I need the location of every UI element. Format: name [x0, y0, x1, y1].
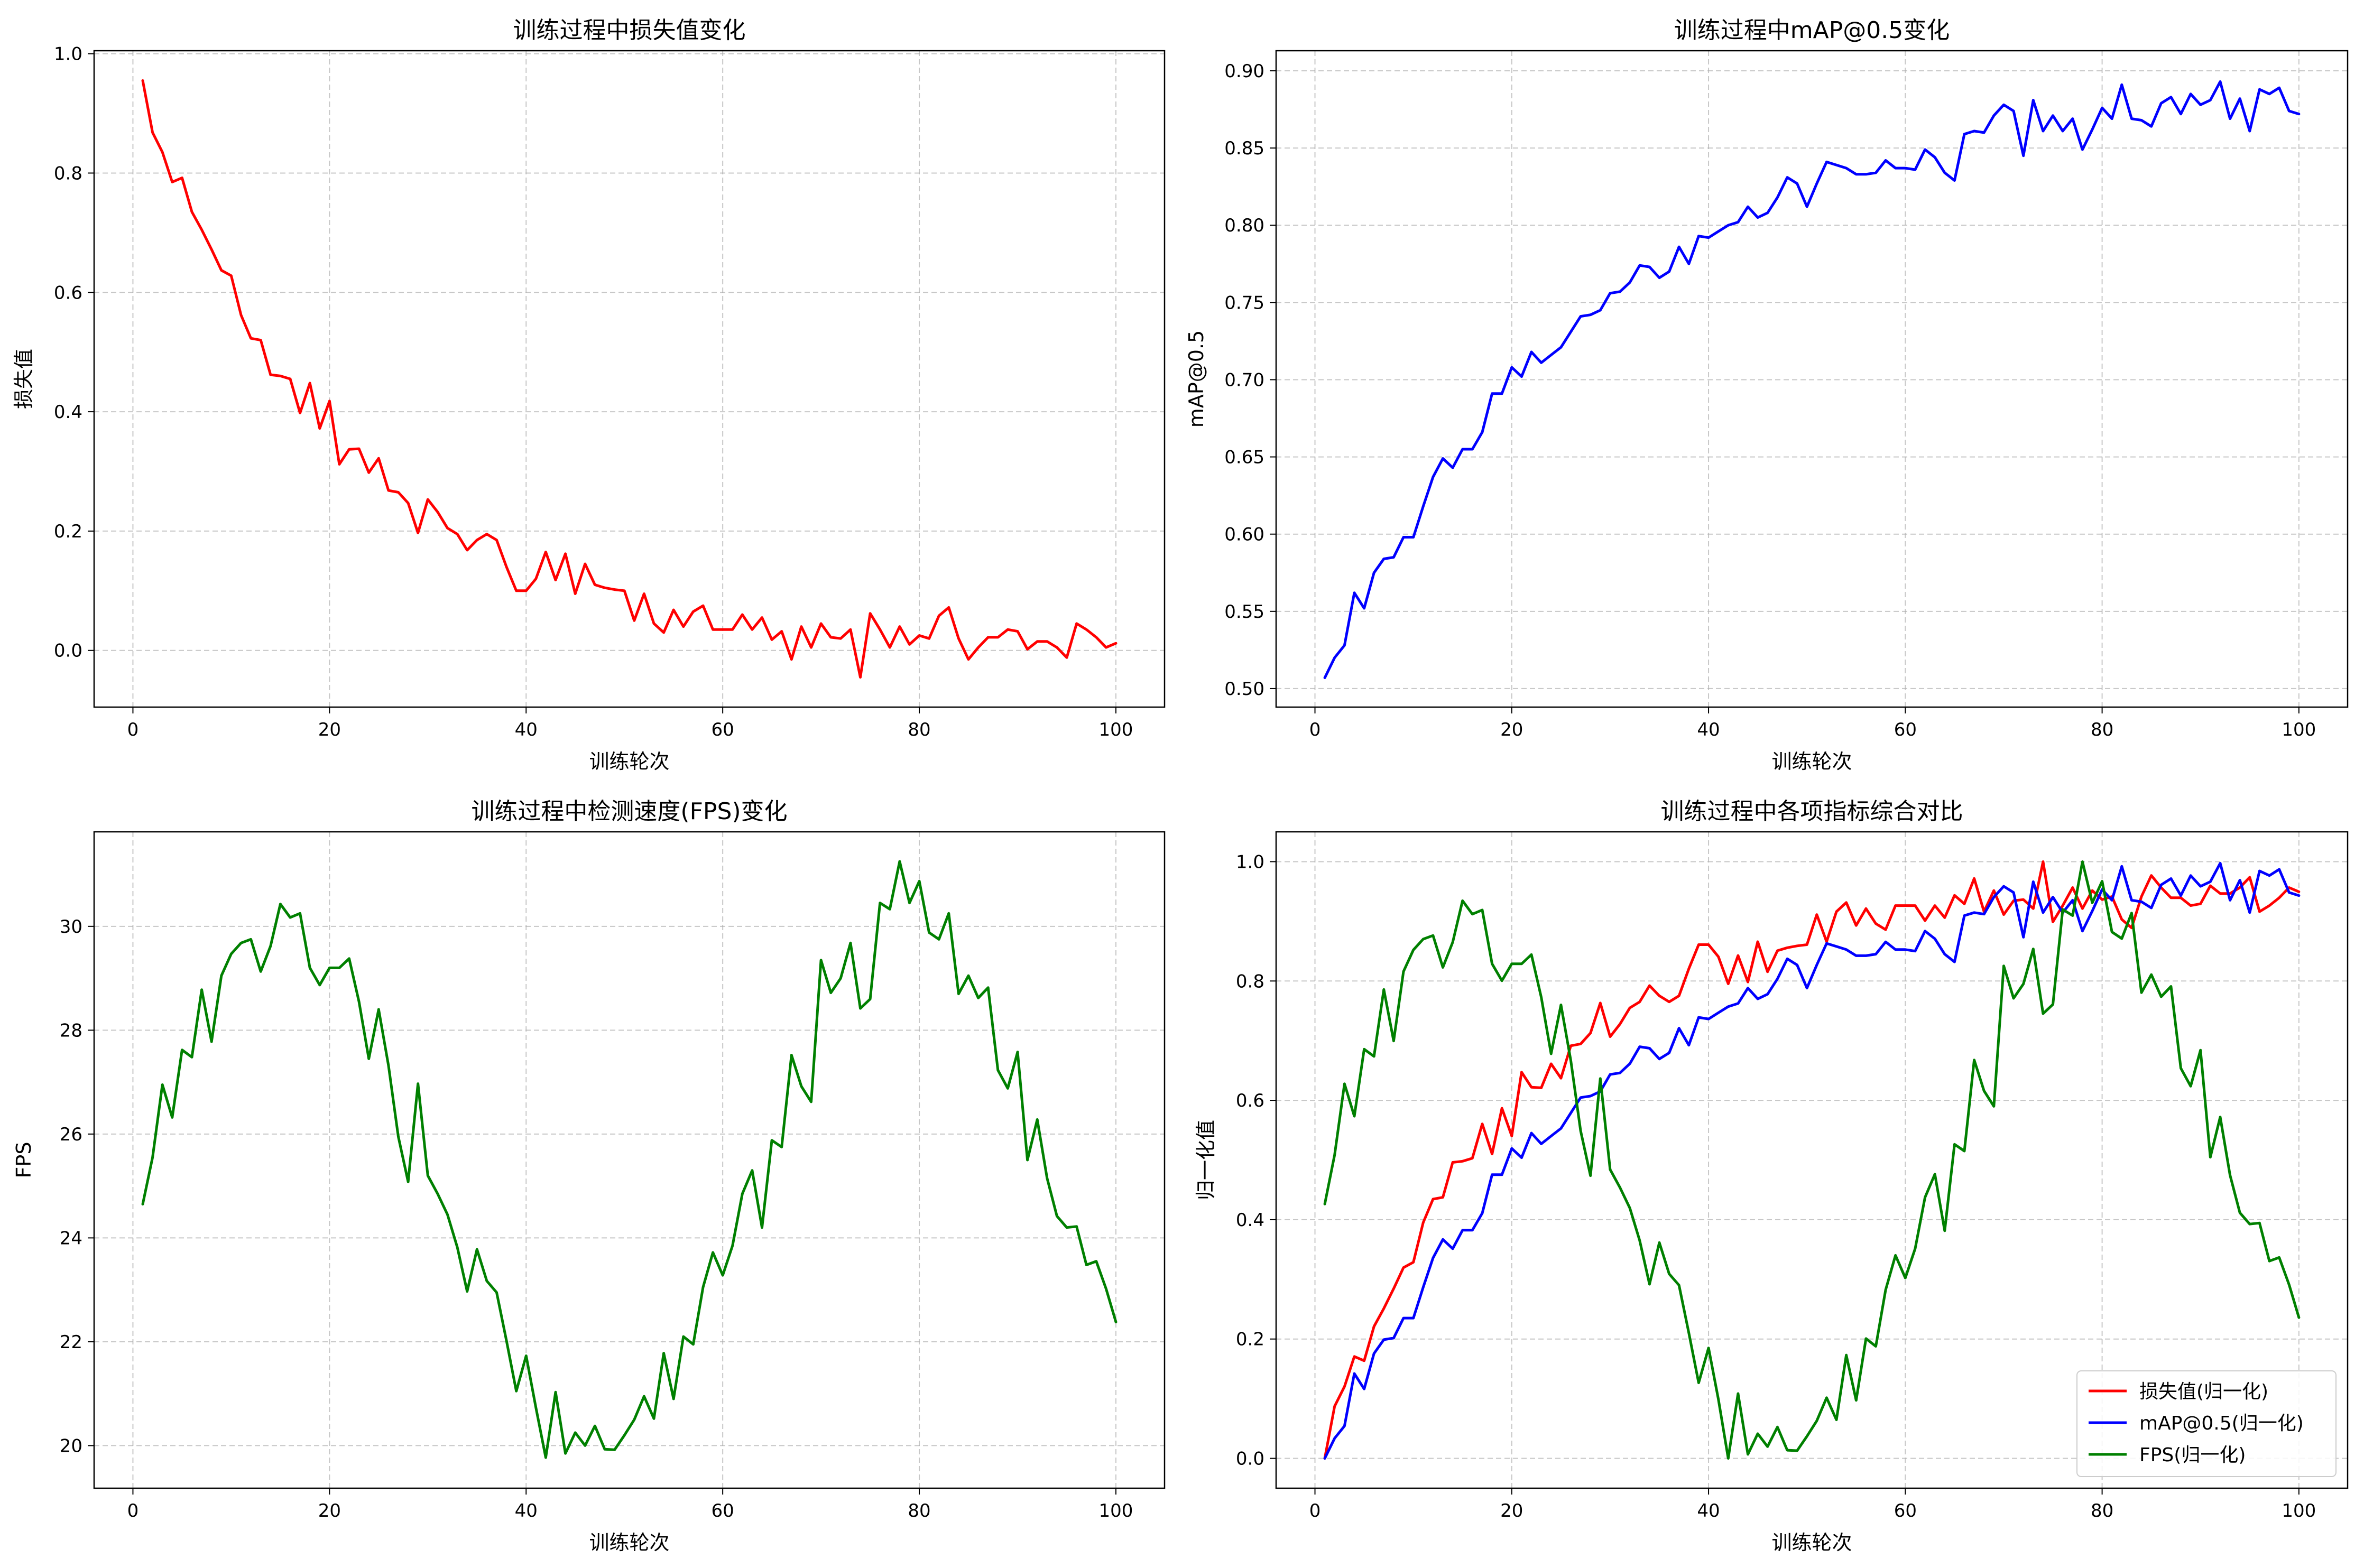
y-tick-label: 0.2: [1236, 1329, 1264, 1350]
plot-frame: [1275, 831, 2349, 1489]
y-tick-label: 0.90: [1224, 61, 1264, 82]
y-tick-label: 24: [60, 1228, 82, 1249]
y-tick-label: 0.60: [1224, 524, 1264, 545]
x-tick-label: 20: [318, 719, 341, 740]
series-line: [141, 79, 1118, 679]
y-tick-label: 0.6: [1236, 1090, 1264, 1111]
y-tick-label: 0.0: [1236, 1449, 1264, 1470]
x-tick-label: 40: [1697, 1500, 1720, 1521]
y-tick-label: 1.0: [1236, 851, 1264, 873]
x-tick-label: 0: [127, 719, 139, 740]
x-tick-label: 60: [1894, 1500, 1917, 1521]
axis-ticks: 0 20 40 60 80 100 20 22 24 26 28 30: [60, 916, 1133, 1521]
loss-chart: 训练过程中损失值变化 训练轮次 损失值 0 20 40 60 80 100 0.0 0.2 0.…: [12, 17, 1166, 773]
series-line: [1323, 860, 2301, 1460]
x-axis-label: 训练轮次: [589, 750, 669, 773]
y-tick-label: 0.8: [54, 163, 82, 184]
y-tick-label: 0.8: [1236, 971, 1264, 992]
y-tick-label: 0.0: [54, 641, 82, 662]
y-tick-label: 0.2: [54, 521, 82, 542]
x-tick-label: 80: [2091, 719, 2113, 740]
x-tick-label: 0: [127, 1500, 139, 1521]
series-line: [141, 860, 1118, 1459]
y-tick-label: 0.4: [1236, 1210, 1264, 1231]
y-tick-label: 26: [60, 1124, 82, 1145]
x-tick-label: 20: [1500, 1500, 1523, 1521]
grid-lines: [1276, 51, 2348, 707]
series-line: [1323, 80, 2301, 679]
y-tick-label: 0.75: [1224, 292, 1264, 313]
x-axis-label: 训练轮次: [1771, 1531, 1852, 1554]
legend-entry: FPS(归一化): [2139, 1444, 2246, 1466]
x-tick-label: 20: [318, 1500, 341, 1521]
x-tick-label: 80: [908, 719, 930, 740]
x-tick-label: 40: [515, 719, 538, 740]
map-chart: 训练过程中mAP@0.5变化 训练轮次 mAP@0.5 0 20 40 60 80 100…: [1185, 17, 2349, 773]
y-tick-label: 22: [60, 1332, 82, 1353]
y-tick-label: 28: [60, 1020, 82, 1041]
x-tick-label: 60: [1894, 719, 1917, 740]
legend-entry: mAP@0.5(归一化): [2139, 1413, 2304, 1434]
y-tick-label: 1.0: [54, 44, 82, 65]
x-axis-label: 训练轮次: [1771, 750, 1852, 773]
x-tick-label: 100: [2282, 1500, 2316, 1521]
plot-frame: [1275, 50, 2349, 708]
x-tick-label: 20: [1500, 719, 1523, 740]
x-tick-label: 60: [712, 719, 734, 740]
combined-chart: 训练过程中各项指标综合对比 训练轮次 归一化值 0 20 40 60 80 1000.00…: [1194, 798, 2349, 1554]
chart-title: 训练过程中各项指标综合对比: [1661, 798, 1963, 825]
y-tick-label: 0.55: [1224, 601, 1264, 623]
x-tick-label: 80: [2091, 1500, 2113, 1521]
y-tick-label: 0.50: [1224, 679, 1264, 700]
x-tick-label: 100: [2282, 719, 2316, 740]
y-tick-label: 20: [60, 1435, 82, 1456]
y-axis-label: mAP@0.5: [1185, 330, 1208, 428]
legend-box: [2076, 1370, 2337, 1477]
y-axis-label: 归一化值: [1194, 1120, 1217, 1200]
x-axis-label: 训练轮次: [589, 1531, 669, 1554]
y-axis-label: FPS: [12, 1142, 35, 1179]
y-tick-label: 0.80: [1224, 215, 1264, 236]
axis-ticks: 0 20 40 60 80 100 0.0 0.2 0.4 0.6 0.8 1.0: [54, 44, 1133, 740]
x-tick-label: 100: [1099, 1500, 1133, 1521]
series-line: [1323, 860, 2301, 1460]
y-tick-label: 0.65: [1224, 447, 1264, 468]
plot-frame: [93, 50, 1166, 708]
fps-chart: 训练过程中检测速度(FPS)变化 训练轮次 FPS 0 20 40 60 80 100 20…: [12, 798, 1166, 1554]
y-tick-label: 0.85: [1224, 138, 1264, 159]
y-tick-label: 0.70: [1224, 369, 1264, 391]
series-line: [1323, 861, 2301, 1460]
y-tick-label: 30: [60, 916, 82, 938]
grid-lines: [94, 832, 1165, 1488]
x-tick-label: 100: [1099, 719, 1133, 740]
legend-entry: 损失值(归一化): [2139, 1381, 2268, 1403]
x-tick-label: 40: [515, 1500, 538, 1521]
y-tick-label: 0.6: [54, 282, 82, 303]
chart-title: 训练过程中mAP@0.5变化: [1674, 17, 1950, 44]
y-tick-label: 0.4: [54, 402, 82, 423]
x-tick-label: 0: [1309, 1500, 1321, 1521]
y-axis-label: 损失值: [12, 349, 35, 409]
x-tick-label: 60: [712, 1500, 734, 1521]
axis-ticks: 0 20 40 60 80 100 0.0 0.2 0.4 0.6 0.8 1.0: [1236, 851, 2316, 1521]
axis-ticks: 0 20 40 60 80 100 0.50 0.55 0.60 0.65 0.70 0.75 0.80…: [1224, 61, 2316, 740]
chart-title: 训练过程中损失值变化: [513, 17, 746, 44]
x-tick-label: 40: [1697, 719, 1720, 740]
x-tick-label: 80: [908, 1500, 930, 1521]
plot-frame: [93, 831, 1166, 1489]
x-tick-label: 0: [1309, 719, 1321, 740]
legend: 损失值(归一化) mAP@0.5(归一化) FPS(归一化): [2076, 1370, 2337, 1477]
chart-title: 训练过程中检测速度(FPS)变化: [471, 798, 787, 825]
grid-lines: [94, 51, 1165, 707]
